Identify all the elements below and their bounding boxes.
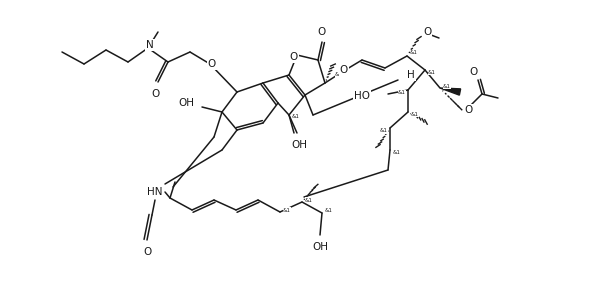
Text: &1: &1	[443, 84, 451, 88]
Text: &1: &1	[335, 72, 343, 78]
Text: O: O	[152, 89, 160, 99]
Text: O: O	[464, 105, 472, 115]
Text: &1: &1	[393, 149, 401, 154]
Text: O: O	[470, 67, 478, 77]
Text: &1: &1	[305, 197, 313, 202]
Text: HN: HN	[147, 187, 163, 197]
Text: OH: OH	[291, 140, 307, 150]
Text: &1: &1	[428, 69, 436, 74]
Text: OH: OH	[178, 98, 194, 108]
Text: &1: &1	[292, 115, 300, 120]
Text: &1: &1	[380, 129, 388, 134]
Text: H: H	[407, 70, 415, 80]
Text: O: O	[423, 27, 431, 37]
Text: N: N	[146, 40, 154, 50]
Text: &1: &1	[325, 209, 333, 214]
Text: OH: OH	[312, 242, 328, 252]
Text: &1: &1	[410, 50, 418, 55]
Text: &1: &1	[398, 91, 406, 96]
Text: O: O	[143, 247, 151, 257]
Text: &1: &1	[411, 112, 419, 117]
Text: &1: &1	[283, 207, 291, 212]
Text: O: O	[208, 59, 216, 69]
Text: O: O	[290, 52, 298, 62]
Polygon shape	[440, 88, 461, 95]
Text: O: O	[340, 65, 348, 75]
Text: HO: HO	[354, 91, 370, 101]
Text: O: O	[318, 27, 326, 37]
